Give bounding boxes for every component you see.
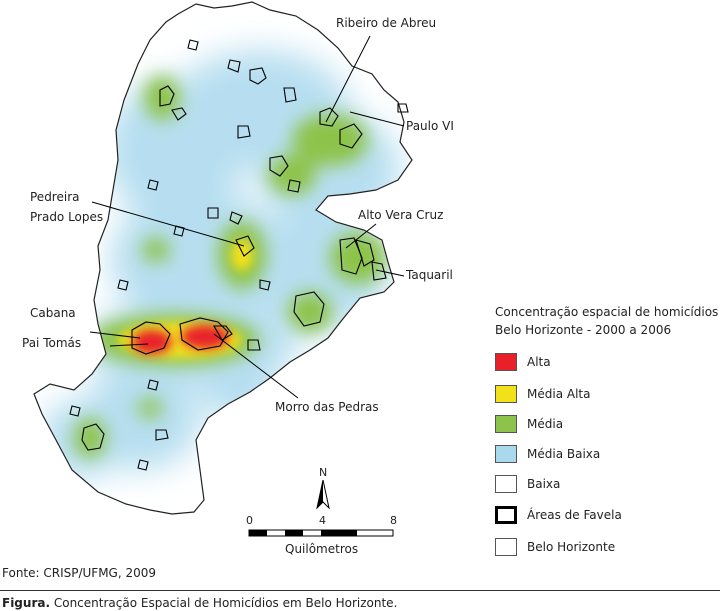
label-prado-lopes: Prado Lopes (30, 210, 104, 224)
label-cabana: Cabana (30, 306, 76, 320)
legend-label: Baixa (527, 477, 561, 491)
legend-label: Áreas de Favela (527, 508, 622, 522)
scale-tick-0: 0 (246, 514, 253, 527)
scale-tick-4: 4 (319, 514, 326, 527)
legend-item-alta: Alta (495, 352, 551, 372)
density-surface (40, 50, 400, 480)
scale-unit: Quilômetros (285, 542, 359, 556)
label-pai-tomas: Pai Tomás (22, 336, 82, 350)
legend-swatch-media-alta (495, 385, 517, 403)
legend-swatch-alta (495, 353, 517, 371)
legend-label: Alta (527, 355, 551, 369)
legend-item-media: Média (495, 414, 563, 434)
label-morro-das-pedras: Morro das Pedras (275, 400, 379, 414)
legend-swatch-belo-horizonte (495, 538, 517, 556)
legend-label: Média Baixa (527, 447, 601, 461)
caption-text: Concentração Espacial de Homicídios em B… (53, 596, 398, 610)
legend-title-line1: Concentração espacial de homicídios (495, 305, 719, 319)
legend-label: Média (527, 417, 564, 431)
legend-swatch-media (495, 415, 517, 433)
legend-swatch-media-baixa (495, 445, 517, 463)
north-arrow-icon (316, 480, 330, 510)
caption-prefix: Figura. (2, 596, 51, 610)
legend-item-baixa: Baixa (495, 474, 560, 494)
caption-divider (0, 590, 720, 591)
legend-swatch-baixa (495, 475, 517, 493)
legend-title: Concentração espacial de homicídios Belo… (495, 303, 718, 339)
label-taquaril: Taquaril (406, 268, 453, 282)
figure-caption: Figura. Concentração Espacial de Homicíd… (2, 596, 397, 610)
north-label: N (319, 466, 328, 479)
legend-item-belo-horizonte: Belo Horizonte (495, 537, 615, 557)
legend-item-media-alta: Média Alta (495, 384, 590, 404)
legend-swatch-favela (495, 506, 517, 524)
leader-lines (89, 35, 405, 399)
source-note: Fonte: CRISP/UFMG, 2009 (2, 566, 157, 580)
scale-tick-8: 8 (390, 514, 397, 527)
legend-item-areas-de-favela: Áreas de Favela (495, 505, 622, 525)
legend-title-line2: Belo Horizonte - 2000 a 2006 (495, 323, 672, 337)
label-pedreira: Pedreira (30, 190, 80, 204)
label-alto-vera-cruz: Alto Vera Cruz (358, 208, 444, 222)
favela-areas (69, 39, 409, 471)
legend-label: Média Alta (527, 387, 591, 401)
scale-bar (248, 529, 394, 537)
legend-label: Belo Horizonte (527, 540, 616, 554)
label-ribeiro-de-abreu: Ribeiro de Abreu (336, 16, 437, 30)
legend-item-media-baixa: Média Baixa (495, 444, 600, 464)
label-paulo-vi: Paulo VI (406, 119, 454, 133)
